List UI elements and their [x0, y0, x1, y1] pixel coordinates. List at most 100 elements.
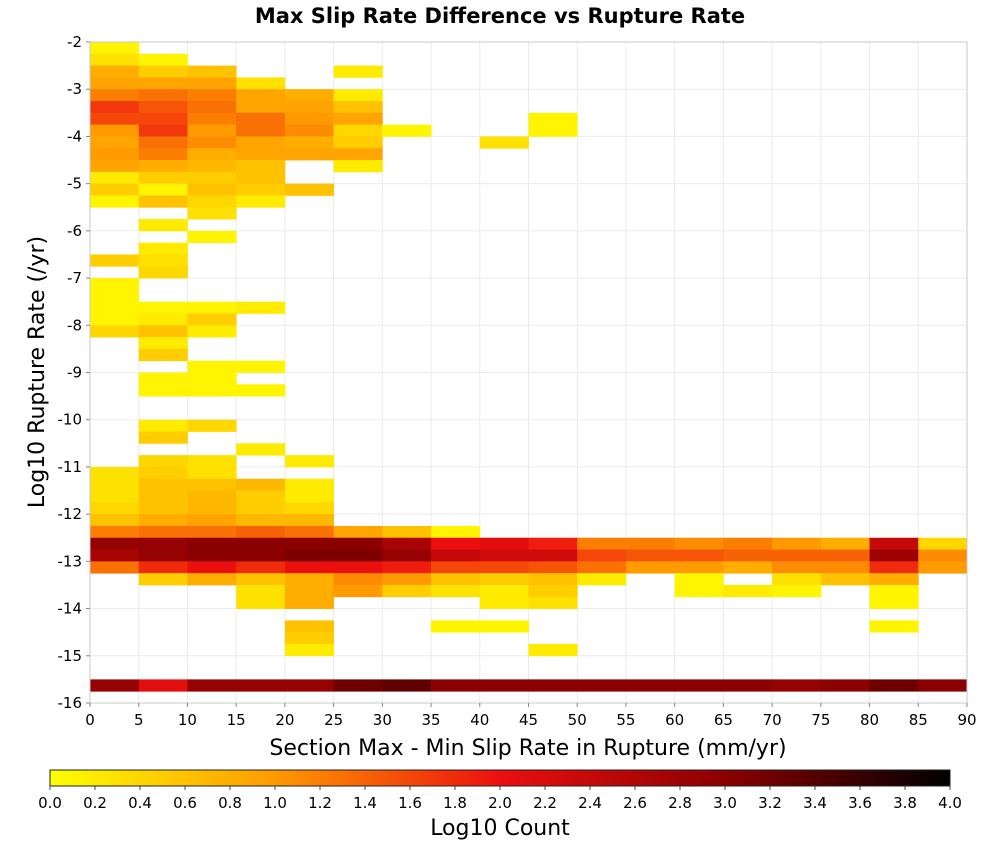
- y-tick-label: -9: [67, 364, 82, 382]
- heatmap-cell: [187, 561, 237, 574]
- heatmap-cell: [284, 549, 335, 562]
- heatmap-cell: [236, 384, 286, 397]
- heatmap-cell: [138, 160, 188, 173]
- x-tick-label: 55: [616, 711, 635, 729]
- heatmap-cell: [90, 148, 140, 161]
- heatmap-cell: [382, 679, 432, 692]
- heatmap-cell: [138, 124, 188, 137]
- heatmap-cell: [869, 561, 919, 574]
- heatmap-cell: [138, 549, 188, 562]
- heatmap-cell: [90, 514, 140, 527]
- heatmap-cell: [333, 573, 383, 586]
- heatmap-cell: [90, 679, 140, 692]
- colorbar-tick-label: 0.4: [128, 794, 152, 812]
- heatmap-cell: [90, 525, 140, 539]
- heatmap-cell: [138, 242, 188, 255]
- heatmap-cell: [479, 596, 529, 609]
- heatmap-cell: [187, 360, 237, 373]
- heatmap-cell: [723, 561, 773, 574]
- colorbar-tick-label: 1.0: [263, 794, 287, 812]
- heatmap-cell: [284, 573, 335, 586]
- heatmap-cell: [382, 525, 432, 539]
- x-tick-label: 85: [909, 711, 928, 729]
- heatmap-cell: [138, 502, 188, 515]
- x-axis-ticks: 0 5 10 15 20 25 30 35 40 45 50 55 60 65 70 75 80 85 90: [85, 703, 977, 729]
- heatmap-cell: [382, 124, 432, 137]
- heatmap-cell: [236, 301, 286, 314]
- heatmap-cell: [284, 502, 335, 515]
- heatmap-cell: [187, 171, 237, 185]
- heatmap-cell: [187, 101, 237, 114]
- heatmap-cell: [90, 42, 140, 55]
- heatmap-cell: [236, 89, 286, 102]
- heatmap-cell: [284, 632, 335, 645]
- heatmap-cell: [90, 325, 140, 338]
- y-tick-label: -16: [58, 694, 83, 712]
- heatmap-cell: [236, 514, 286, 527]
- y-tick-label: -4: [67, 127, 82, 145]
- colorbar-tick-label: 2.6: [623, 794, 647, 812]
- heatmap-cell: [187, 455, 237, 468]
- heatmap-cell: [138, 148, 188, 161]
- heatmap-cell: [236, 443, 286, 456]
- heatmap-cell: [236, 112, 286, 126]
- heatmap-cell: [479, 561, 529, 574]
- heatmap-cell: [382, 549, 432, 562]
- heatmap-cell: [382, 573, 432, 586]
- heatmap-cell: [772, 537, 822, 550]
- heatmap-cell: [187, 301, 237, 314]
- heatmap-cell: [138, 77, 188, 90]
- heatmap-cell: [918, 549, 968, 562]
- y-tick-label: -13: [58, 552, 83, 570]
- colorbar-tick-label: 2.2: [533, 794, 557, 812]
- heatmap-cell: [333, 136, 383, 149]
- heatmap-cell: [90, 301, 140, 314]
- heatmap-cell: [723, 679, 773, 692]
- x-axis-label: Section Max - Min Slip Rate in Rupture (…: [269, 736, 786, 761]
- heatmap-cell: [138, 419, 188, 432]
- heatmap-cell: [284, 514, 335, 527]
- colorbar-tick-label: 3.0: [713, 794, 737, 812]
- heatmap-cell: [772, 549, 822, 562]
- heatmap-cell: [820, 549, 870, 562]
- heatmap-cell: [187, 384, 237, 397]
- x-tick-label: 5: [134, 711, 144, 729]
- heatmap-cell: [187, 325, 237, 338]
- heatmap-cell: [138, 478, 188, 491]
- heatmap-cell: [236, 679, 286, 692]
- heatmap-cell: [138, 348, 188, 362]
- heatmap-cell: [625, 549, 676, 562]
- heatmap-cell: [528, 112, 578, 126]
- heatmap-cell: [90, 112, 140, 126]
- colorbar-tick-label: 1.2: [308, 794, 332, 812]
- heatmap-cell: [138, 455, 188, 468]
- heatmap-cell: [90, 502, 140, 515]
- heatmap-cell: [236, 148, 286, 161]
- heatmap-cell: [431, 525, 481, 539]
- y-tick-label: -2: [67, 33, 82, 51]
- heatmap-cell: [284, 584, 335, 598]
- colorbar-tick-label: 4.0: [938, 794, 962, 812]
- x-tick-label: 50: [568, 711, 587, 729]
- heatmap-cell: [918, 561, 968, 574]
- heatmap-cell: [820, 573, 870, 586]
- heatmap-cell: [431, 549, 481, 562]
- colorbar-tick-label: 0.2: [83, 794, 107, 812]
- heatmap-cell: [236, 549, 286, 562]
- heatmap-cell: [187, 490, 237, 503]
- heatmap-cell: [528, 679, 578, 692]
- heatmap-cell: [723, 549, 773, 562]
- heatmap-cell: [236, 561, 286, 574]
- heatmap-cell: [528, 561, 578, 574]
- colorbar-tick-label: 2.8: [668, 794, 692, 812]
- heatmap-cell: [625, 679, 676, 692]
- heatmap-cell: [138, 89, 188, 102]
- heatmap-cell: [236, 171, 286, 185]
- heatmap-cell: [284, 455, 335, 468]
- heatmap-cell: [333, 537, 383, 550]
- heatmap-cell: [479, 573, 529, 586]
- heatmap-cell: [90, 136, 140, 149]
- heatmap-cell: [90, 466, 140, 480]
- heatmap-cell: [187, 537, 237, 550]
